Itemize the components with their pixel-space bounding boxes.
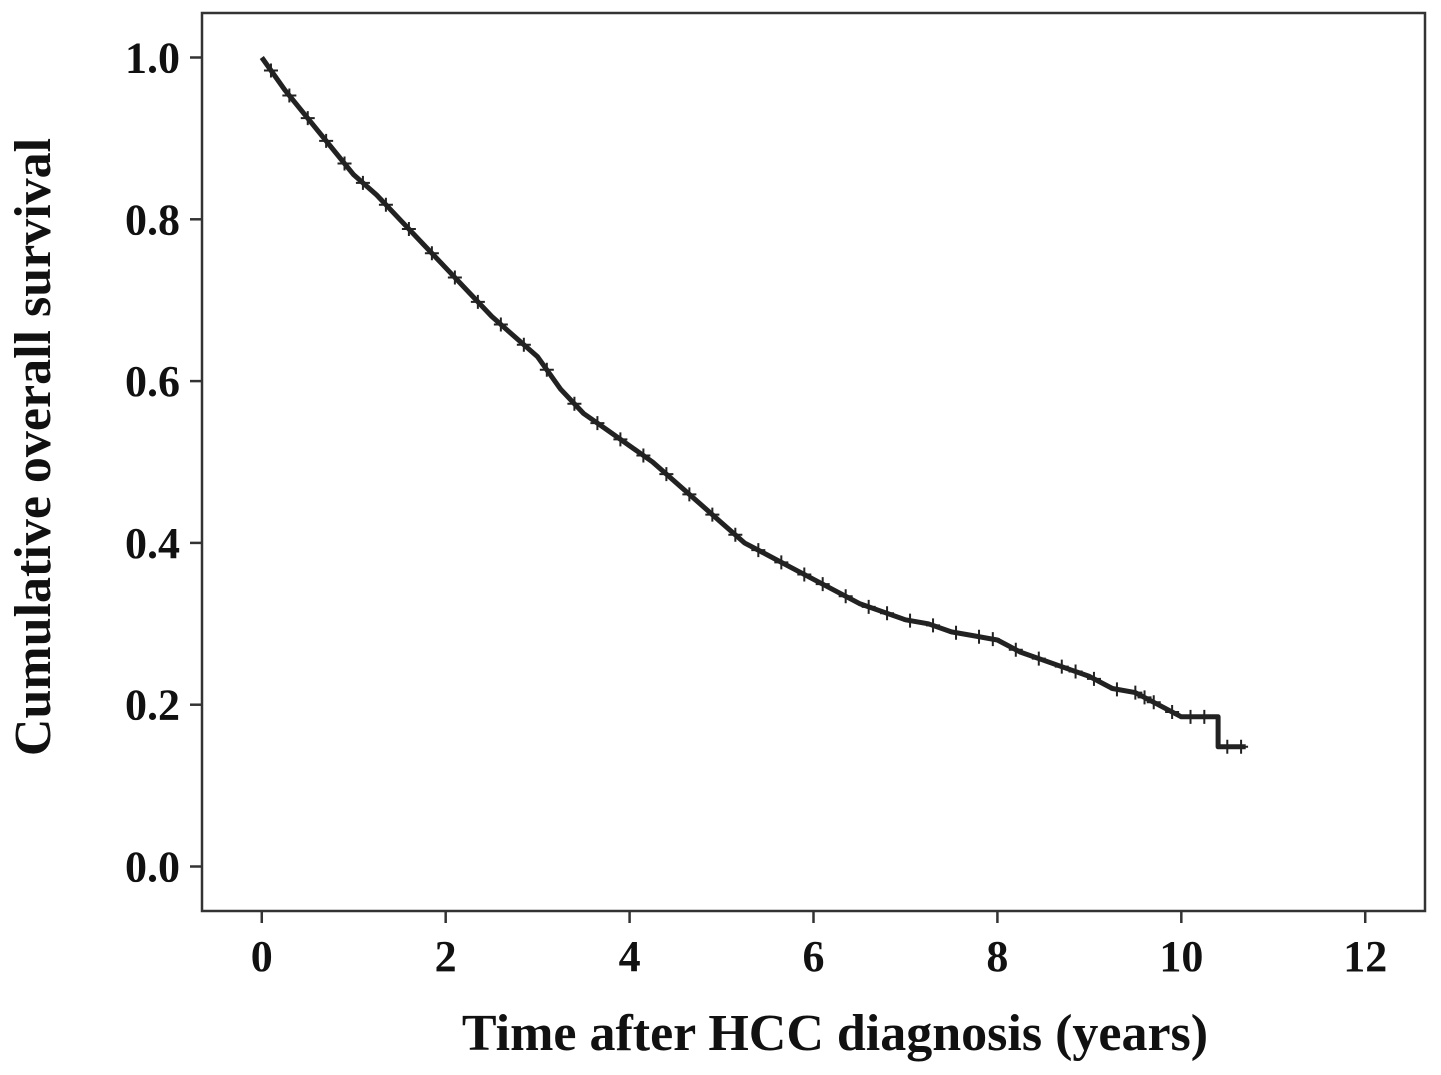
censor-mark [1234, 739, 1249, 754]
censor-mark [1086, 671, 1101, 686]
censor-mark [636, 448, 651, 463]
y-tick-label: 0.0 [125, 843, 180, 892]
censor-mark [751, 543, 766, 558]
censor-mark [493, 317, 508, 332]
x-tick-label: 12 [1343, 932, 1387, 981]
censor-mark [401, 222, 416, 237]
y-axis: 0.0 0.2 0.4 0.6 0.8 1.0 [125, 33, 202, 892]
censor-mark [1008, 642, 1023, 657]
censor-mark [355, 175, 370, 190]
censor-mark [774, 555, 789, 570]
censor-mark [972, 629, 987, 644]
censor-mark [319, 133, 334, 148]
censor-mark [861, 599, 876, 614]
censor-mark [1220, 739, 1235, 754]
x-tick-label: 6 [803, 932, 825, 981]
censor-mark [926, 618, 941, 633]
censor-mark [728, 527, 743, 542]
censor-mark [1165, 704, 1180, 719]
censor-mark [1068, 664, 1083, 679]
censor-mark [985, 632, 1000, 647]
censor-mark [880, 606, 895, 621]
censor-mark [815, 577, 830, 592]
y-tick-label: 0.4 [125, 519, 180, 568]
x-tick-label: 4 [619, 932, 641, 981]
censor-mark [516, 337, 531, 352]
censor-mark [682, 487, 697, 502]
censor-mark [1146, 695, 1161, 710]
x-tick-label: 0 [251, 932, 273, 981]
censor-mark [1128, 685, 1143, 700]
censor-mark [447, 270, 462, 285]
censor-mark [705, 507, 720, 522]
y-tick-label: 0.6 [125, 357, 180, 406]
x-tick-label: 10 [1159, 932, 1203, 981]
censor-mark [797, 567, 812, 582]
censor-mark [470, 294, 485, 309]
plot-frame [200, 11, 1427, 913]
censor-mark [300, 111, 315, 126]
censor-mark [659, 467, 674, 482]
y-tick-label: 0.8 [125, 195, 180, 244]
censor-mark [590, 416, 605, 431]
x-tick-label: 8 [986, 932, 1008, 981]
x-tick-label: 2 [435, 932, 457, 981]
censor-mark [378, 197, 393, 212]
censor-mark [1183, 709, 1198, 724]
censor-mark [1031, 651, 1046, 666]
series-layer [259, 56, 1249, 754]
censor-mark [613, 432, 628, 447]
x-axis: 0 2 4 6 8 10 12 [251, 911, 1387, 981]
censor-mark [282, 88, 297, 103]
x-axis-title: Time after HCC diagnosis (years) [462, 1005, 1208, 1062]
censor-mark [424, 246, 439, 261]
censor-mark [1137, 690, 1152, 705]
y-axis-title: Cumulative overall survival [5, 138, 62, 756]
censor-mark [838, 589, 853, 604]
censor-mark [949, 625, 964, 640]
censor-mark [337, 156, 352, 171]
censor-mark [1054, 659, 1069, 674]
censor-mark [263, 63, 278, 78]
censor-mark [1109, 682, 1124, 697]
y-tick-label: 1.0 [125, 33, 180, 82]
censor-mark [567, 396, 582, 411]
censor-mark [539, 362, 554, 377]
survival-curve [259, 56, 1246, 750]
censor-mark [903, 613, 918, 628]
censor-mark [1197, 709, 1212, 724]
y-tick-label: 0.2 [125, 681, 180, 730]
